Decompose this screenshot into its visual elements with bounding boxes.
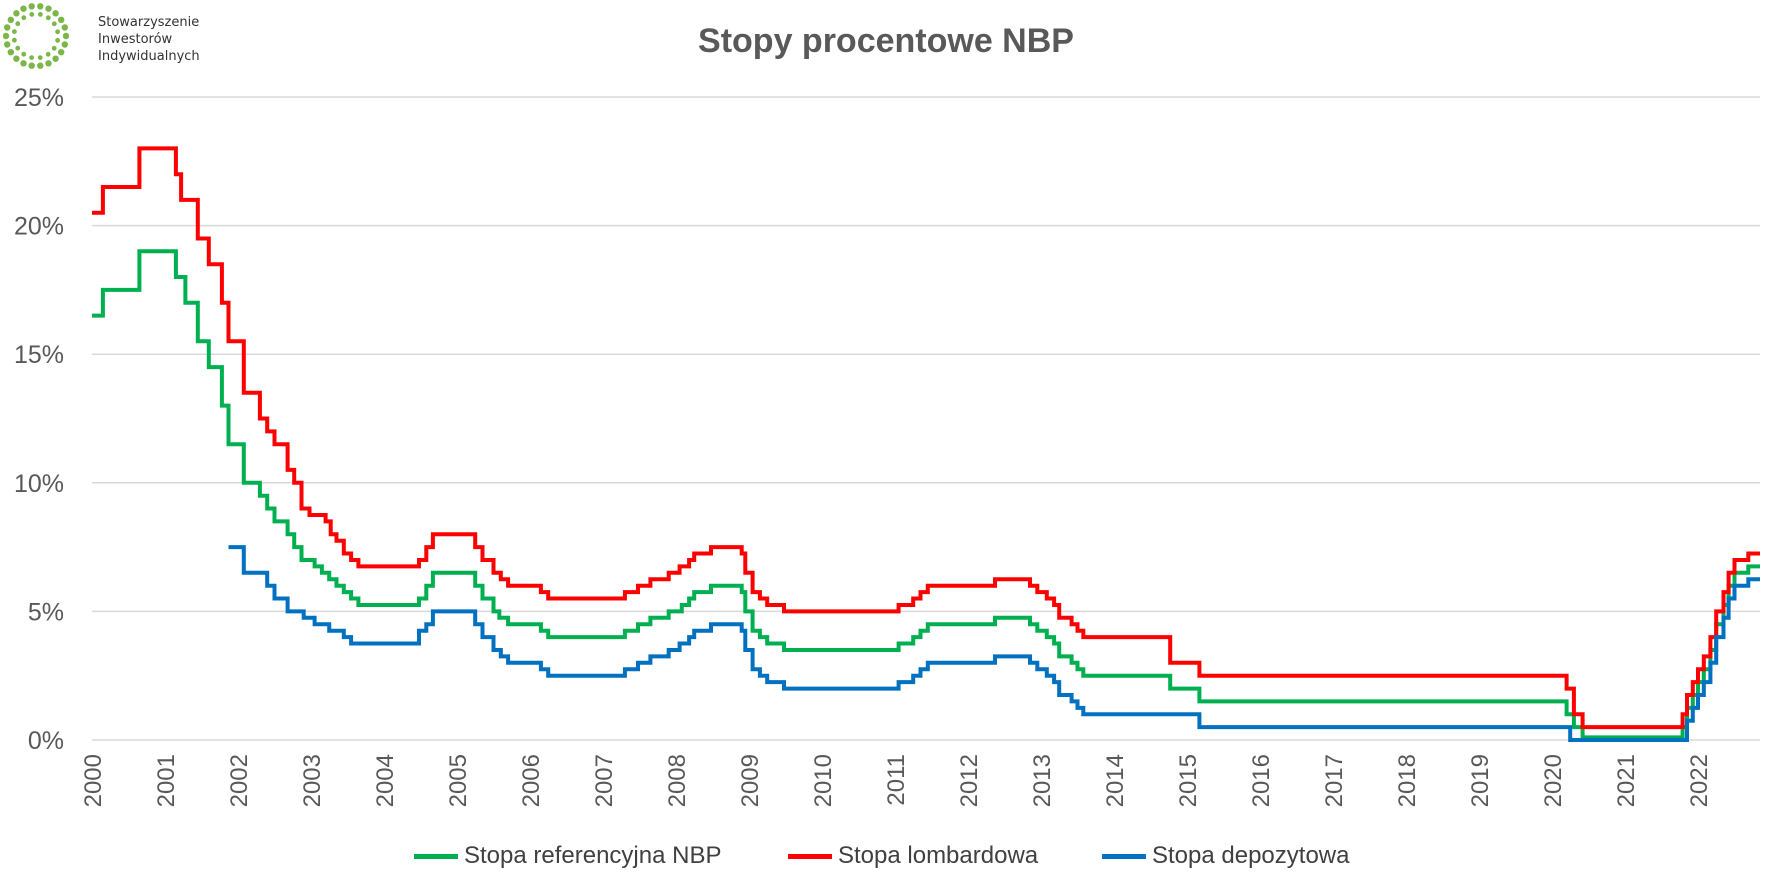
logo-dot [12, 29, 17, 34]
logo-dot [51, 21, 57, 27]
legend-label-ref: Stopa referencyjna NBP [464, 842, 722, 869]
logo-dot [58, 49, 65, 56]
logo-dot [58, 16, 65, 23]
logo-dot [15, 45, 21, 51]
x-tick-label: 2022 [1686, 754, 1713, 807]
logo-dot [29, 55, 34, 60]
logo-dot [55, 38, 60, 43]
x-tick-label: 2001 [153, 754, 180, 807]
chart-title: Stopy procentowe NBP [698, 22, 1074, 60]
x-tick-label: 2021 [1613, 754, 1640, 807]
logo-dot [12, 37, 17, 43]
logo-dot [45, 15, 51, 21]
x-tick-label: 2011 [883, 754, 910, 806]
logo-dot [52, 10, 59, 17]
y-tick-label: 25% [14, 84, 64, 112]
x-tick-label: 2007 [591, 754, 618, 807]
logo-dot [55, 29, 60, 35]
logo-line-2: Inwestorów [98, 32, 173, 47]
logo-dot [7, 16, 14, 23]
logo-dot [37, 3, 44, 10]
logo-dot [15, 21, 21, 27]
y-tick-label: 10% [14, 470, 64, 498]
series-line-0 [92, 249, 1760, 740]
logo-dot [45, 51, 51, 57]
gridlines [92, 96, 1760, 741]
x-tick-label: 2014 [1102, 754, 1129, 807]
y-tick-label: 20% [14, 213, 64, 241]
logo-dot [21, 15, 27, 21]
series-lines [92, 146, 1760, 742]
legend-label-lombard: Stopa lombardowa [838, 842, 1039, 869]
logo-text: Stowarzyszenie Inwestorów Indywidualnych [98, 14, 200, 65]
logo-dot [38, 12, 43, 17]
x-tick-label: 2017 [1321, 754, 1348, 807]
logo-dot [45, 60, 52, 67]
x-tick-label: 2013 [1029, 754, 1056, 807]
legend: Stopa referencyjna NBP Stopa lombardowa … [0, 838, 1772, 874]
logo-dot [28, 3, 35, 10]
y-tick-label: 0% [28, 727, 64, 755]
series-line-1 [92, 146, 1760, 730]
x-tick-label: 2002 [226, 754, 253, 807]
logo-dot [13, 10, 20, 17]
x-tick-label: 2018 [1394, 754, 1421, 807]
logo-dot [52, 55, 59, 62]
x-tick-label: 2019 [1467, 754, 1494, 807]
sii-logo [2, 3, 70, 69]
series-line-2 [228, 545, 1760, 742]
y-tick-label: 15% [14, 341, 64, 369]
x-tick-label: 2015 [1175, 754, 1202, 807]
logo-dot [51, 45, 57, 51]
logo-dot [2, 32, 10, 40]
x-tick-label: 2000 [80, 754, 107, 807]
legend-item-ref: Stopa referencyjna NBP [414, 838, 721, 874]
logo-dot [28, 62, 35, 69]
legend-item-lombard: Stopa lombardowa [788, 838, 1038, 874]
y-tick-label: 5% [28, 598, 64, 626]
legend-swatch-lombard [788, 853, 832, 859]
x-tick-label: 2005 [445, 754, 472, 807]
x-tick-label: 2012 [956, 754, 983, 807]
logo-dot [3, 41, 11, 48]
logo-dot [20, 5, 27, 12]
logo-dot [62, 32, 70, 40]
x-tick-label: 2004 [372, 754, 399, 807]
x-axis-ticks: 2000 2001 2002 2003 2004 2005 2006 2007 2008 2009… [80, 754, 1713, 807]
logo-line-3: Indywidualnych [98, 49, 200, 64]
x-tick-label: 2003 [299, 754, 326, 807]
legend-swatch-ref [414, 853, 458, 859]
logo-dot [37, 62, 44, 69]
x-tick-label: 2010 [810, 754, 837, 807]
logo-line-1: Stowarzyszenie [98, 15, 200, 30]
logo-dot [13, 55, 20, 62]
logo-dot [29, 12, 35, 17]
x-tick-label: 2008 [664, 754, 691, 807]
logo-dot [37, 55, 43, 60]
logo-dot [21, 51, 27, 57]
logo-dot [61, 24, 68, 31]
logo-dot [20, 60, 27, 67]
logo-dot [61, 41, 68, 48]
legend-item-deposit: Stopa depozytowa [1102, 838, 1349, 874]
x-tick-label: 2016 [1248, 754, 1275, 807]
y-axis-ticks: 0% 5% 10% 15% 20% 25% [14, 84, 64, 755]
legend-label-deposit: Stopa depozytowa [1152, 842, 1350, 869]
logo-dots-icon [2, 3, 70, 69]
logo-dot [3, 24, 11, 31]
x-tick-label: 2009 [737, 754, 764, 807]
logo-dot [45, 5, 52, 12]
x-tick-label: 2020 [1540, 754, 1567, 807]
logo-dot [7, 49, 14, 56]
x-tick-label: 2006 [518, 754, 545, 807]
legend-swatch-deposit [1102, 853, 1146, 859]
